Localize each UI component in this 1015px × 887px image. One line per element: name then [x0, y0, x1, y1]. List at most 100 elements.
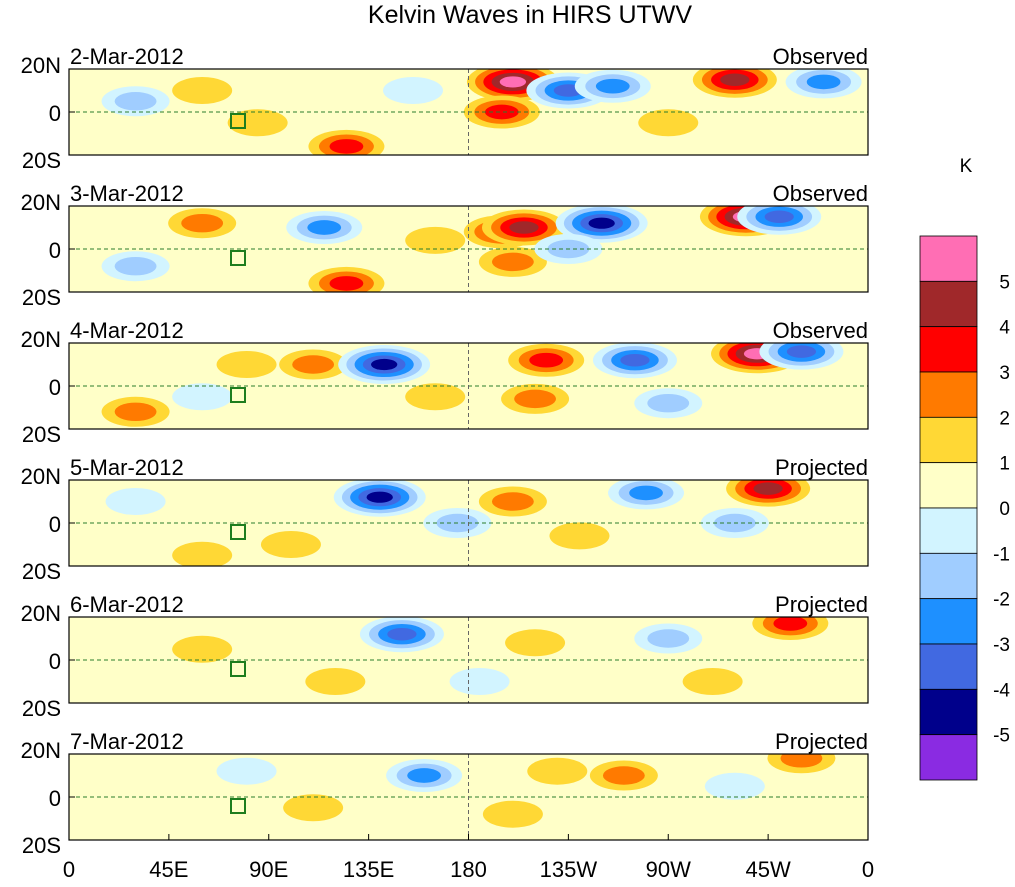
panel-6: 20N 0 20S 7-Mar-2012 Projected — [21, 729, 869, 858]
y-tick-label: 20S — [22, 696, 61, 721]
region-box — [230, 661, 246, 677]
x-tick-label: 90E — [249, 857, 288, 882]
anomaly-contour — [405, 226, 466, 254]
anomaly-blob — [508, 343, 585, 377]
anomaly-blob — [359, 617, 444, 653]
anomaly-blob — [172, 541, 233, 566]
panel-status: Projected — [775, 455, 868, 480]
y-tick-label: 20S — [22, 148, 61, 173]
anomaly-contour — [405, 383, 466, 411]
x-tick-label: 45W — [746, 857, 791, 882]
colorbar-swatch — [919, 371, 978, 418]
anomaly-contour — [387, 627, 417, 641]
x-tick-label: 0 — [862, 857, 874, 882]
anomaly-contour — [629, 485, 663, 501]
anomaly-blob — [286, 211, 363, 244]
x-tick-label: 0 — [63, 857, 75, 882]
anomaly-contour — [172, 77, 233, 104]
x-tick-label: 90W — [646, 857, 691, 882]
y-tick-label: 0 — [49, 238, 61, 263]
colorbar-level-label: -3 — [993, 635, 1010, 656]
anomaly-contour — [216, 757, 277, 785]
colorbar-swatch — [919, 507, 978, 554]
anomaly-contour — [260, 531, 321, 558]
anomaly-contour — [172, 541, 233, 566]
anomaly-contour — [181, 213, 224, 233]
region-box — [230, 524, 246, 540]
anomaly-contour — [720, 73, 750, 87]
anomaly-contour — [216, 351, 277, 378]
anomaly-blob — [308, 129, 385, 155]
anomaly-blob — [737, 206, 822, 235]
anomaly-blob — [383, 77, 444, 104]
anomaly-blob — [726, 480, 811, 507]
y-tick-label: 20S — [22, 833, 61, 858]
anomaly-contour — [638, 109, 699, 137]
anomaly-contour — [704, 772, 765, 800]
anomaly-blob — [260, 531, 321, 558]
anomaly-contour — [329, 139, 364, 154]
y-tick-label: 20N — [21, 53, 61, 78]
region-box — [230, 113, 246, 129]
colorbar-swatch — [919, 416, 978, 464]
anomaly-contour — [595, 78, 630, 94]
anomaly-blob — [634, 388, 703, 419]
anomaly-contour — [484, 104, 519, 120]
anomaly-blob — [638, 109, 699, 137]
anomaly-contour — [172, 383, 233, 411]
y-tick-label: 0 — [49, 786, 61, 811]
colorbar-swatch — [919, 598, 978, 645]
anomaly-blob — [482, 800, 543, 828]
anomaly-blob — [405, 226, 466, 254]
panel-status: Projected — [775, 729, 868, 754]
anomaly-blob — [526, 72, 611, 109]
panel-1: 20N 0 20S 2-Mar-2012 Observed — [21, 44, 869, 173]
y-tick-label: 20N — [21, 327, 61, 352]
anomaly-contour — [602, 766, 645, 785]
anomaly-contour — [371, 358, 398, 371]
anomaly-blob — [608, 480, 685, 510]
anomaly-contour — [588, 217, 615, 229]
anomaly-blob — [478, 486, 547, 517]
anomaly-blob — [172, 77, 233, 104]
anomaly-contour — [620, 353, 650, 367]
anomaly-blob — [283, 794, 344, 822]
y-tick-label: 0 — [49, 101, 61, 126]
colorbar-swatch — [919, 462, 978, 509]
anomaly-blob — [505, 629, 566, 657]
panel-date: 2-Mar-2012 — [70, 44, 184, 69]
colorbar-swatch — [919, 552, 978, 600]
anomaly-contour — [114, 92, 157, 111]
panel-3: 20N 0 20S 4-Mar-2012 Observed — [21, 318, 869, 447]
anomaly-blob — [682, 668, 743, 695]
x-tick-label: 180 — [450, 857, 487, 882]
anomaly-contour — [764, 210, 794, 224]
y-tick-label: 20N — [21, 464, 61, 489]
panel-date: 4-Mar-2012 — [70, 318, 184, 343]
x-axis: 0 45E 90E 135E 180 135W 90W 45W 0 — [63, 834, 874, 882]
anomaly-contour — [482, 800, 543, 828]
panel-stack: 20N 0 20S 2-Mar-2012 Observed 20N 0 20S 3-Mar-20… — [21, 44, 869, 858]
anomaly-contour — [509, 221, 539, 234]
colorbar-level-label: -5 — [993, 726, 1010, 747]
anomaly-blob — [752, 617, 829, 640]
anomaly-contour — [491, 252, 534, 272]
anomaly-contour — [786, 345, 817, 358]
anomaly-blob — [105, 488, 166, 515]
y-tick-label: 20S — [22, 559, 61, 584]
anomaly-blob — [172, 383, 233, 411]
region-box — [230, 387, 246, 403]
anomaly-contour — [780, 754, 823, 768]
y-tick-label: 20S — [22, 285, 61, 310]
panel-date: 3-Mar-2012 — [70, 181, 184, 206]
anomaly-blob — [478, 246, 547, 277]
colorbar-level-label: 4 — [999, 318, 1010, 339]
anomaly-contour — [329, 276, 364, 291]
anomaly-contour — [527, 757, 588, 785]
anomaly-blob — [101, 86, 170, 117]
anomaly-blob — [704, 772, 765, 800]
colorbar-level-label: 5 — [999, 272, 1010, 293]
y-tick-label: 0 — [49, 375, 61, 400]
colorbar-swatch — [919, 734, 978, 781]
